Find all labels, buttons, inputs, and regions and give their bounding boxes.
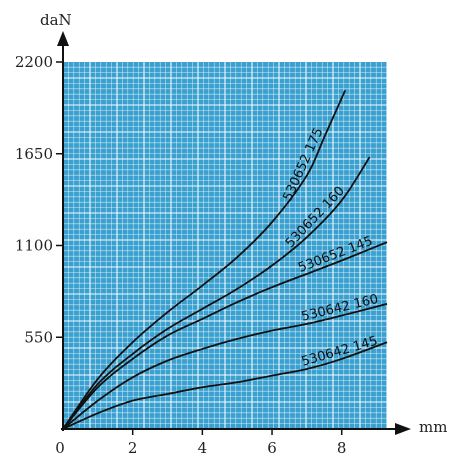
y-tick-label: 550	[24, 328, 53, 346]
series-line	[62, 241, 388, 430]
x-tick-label: 4	[198, 439, 208, 457]
x-axis-label: mm	[419, 418, 447, 436]
y-tick-label: 1650	[15, 145, 53, 163]
ticks: 550 1100 1650 2200 0 2 4 6 8	[15, 53, 347, 457]
x-tick-label: 0	[55, 439, 65, 457]
grid	[62, 62, 388, 430]
series-line	[62, 341, 388, 430]
x-tick-label: 6	[267, 439, 277, 457]
series-line	[62, 89, 347, 430]
x-tick-label: 2	[128, 439, 138, 457]
series-line	[62, 303, 388, 430]
y-axis-label: daN	[40, 11, 72, 29]
series-line	[62, 156, 371, 430]
y-tick-label: 1100	[15, 237, 53, 255]
x-axis-arrow	[395, 423, 411, 435]
y-axis-arrow	[57, 31, 69, 46]
y-tick-label: 2200	[15, 53, 53, 71]
x-tick-label: 8	[337, 439, 347, 457]
